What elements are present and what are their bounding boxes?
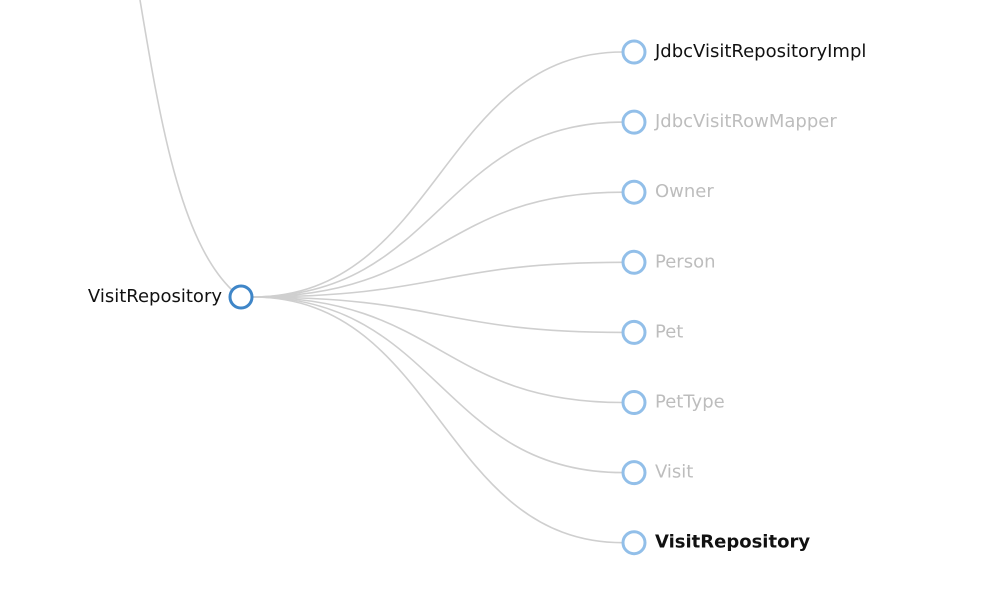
edge [251,296,624,474]
child-nodes: JdbcVisitRepositoryImpl JdbcVisitRowMappe… [621,39,866,556]
edge [251,296,624,544]
parent-edge [139,0,233,291]
child-label[interactable]: Person [655,251,716,272]
child-node[interactable] [621,39,647,65]
child-label[interactable]: Pet [655,321,683,342]
child-label[interactable]: Owner [655,181,714,202]
child-label[interactable]: JdbcVisitRepositoryImpl [654,41,866,62]
child-node[interactable] [621,390,647,415]
root-label[interactable]: VisitRepository [88,286,222,307]
edge [251,121,624,298]
child-label[interactable]: PetType [655,392,725,413]
edge [251,191,624,298]
child-node[interactable] [621,460,647,486]
child-node[interactable] [621,109,647,135]
edge [251,296,624,404]
child-node[interactable] [621,530,647,556]
edge [251,51,624,298]
edge [251,261,624,298]
edge [251,296,624,334]
child-label[interactable]: VisitRepository [655,532,810,553]
child-label[interactable]: Visit [655,462,693,483]
edges [251,51,624,544]
child-node[interactable] [621,249,647,275]
root-node[interactable] [228,284,254,310]
child-node[interactable] [621,319,647,345]
child-label[interactable]: JdbcVisitRowMapper [654,111,837,132]
child-node[interactable] [621,179,647,205]
